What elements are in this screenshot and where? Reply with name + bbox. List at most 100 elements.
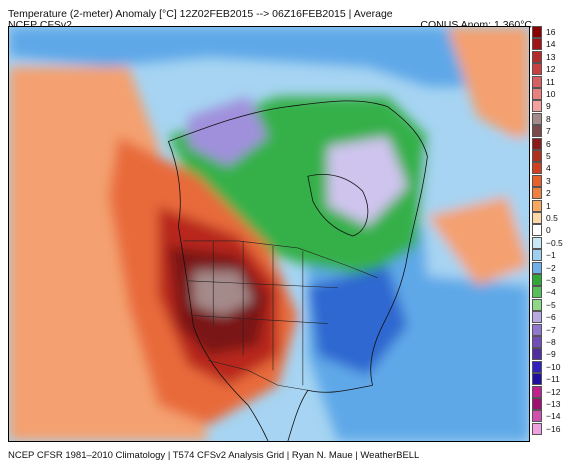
legend-swatch — [532, 199, 542, 212]
arctic-coastline — [168, 100, 428, 157]
legend-entry: −5 — [532, 298, 578, 312]
legend-swatch — [532, 410, 542, 423]
map-title: Temperature (2-meter) Anomaly [°C] 12Z02… — [8, 8, 393, 20]
cool-region-arctic — [9, 27, 529, 87]
very-cold-region-northwest-canada — [188, 96, 269, 167]
warm-region-atlantic — [427, 196, 529, 286]
legend-label: −3 — [546, 275, 556, 285]
east-coastline — [370, 156, 428, 386]
legend-entry: 13 — [532, 50, 578, 64]
legend-label: 8 — [546, 113, 551, 124]
legend-entry: −0.5 — [532, 236, 578, 250]
legend-entry: −14 — [532, 410, 578, 423]
legend-label: 14 — [546, 39, 556, 50]
legend-entry: 1 — [532, 199, 578, 213]
legend-label: 10 — [546, 89, 556, 99]
legend-swatch — [532, 311, 542, 324]
legend-swatch — [532, 286, 542, 299]
legend-entry: −9 — [532, 348, 578, 361]
legend-label: −2 — [546, 262, 556, 273]
legend-entry: 0 — [532, 224, 578, 237]
legend-label: −14 — [546, 411, 561, 422]
legend-label: −7 — [546, 324, 556, 335]
legend-label: −5 — [546, 299, 556, 310]
legend-label: 6 — [546, 138, 551, 149]
warm-region-greenland-sea — [447, 27, 529, 147]
legend-entry: −12 — [532, 385, 578, 399]
cool-region-ohio-valley — [307, 265, 408, 376]
legend-label: −1 — [546, 250, 556, 261]
legend-label: 4 — [546, 163, 551, 174]
us-mexico-border — [208, 360, 308, 391]
legend-label: 11 — [546, 76, 555, 87]
legend-swatch — [532, 298, 542, 311]
legend-label: 1 — [546, 200, 551, 211]
legend-label: −11 — [546, 374, 560, 385]
legend-entry: −11 — [532, 373, 578, 386]
legend-label: 0.5 — [546, 213, 558, 223]
legend-entry: 11 — [532, 75, 578, 89]
color-scale-legend: 16 14 13 12 11 10 9 8 7 6 5 4 3 2 1 0.5 0 −0.5 −1 −2 −3 −4 −5 −… — [532, 26, 578, 436]
legend-swatch — [532, 162, 542, 175]
legend-label: 3 — [546, 175, 551, 186]
legend-entry: 3 — [532, 174, 578, 188]
legend-swatch — [532, 212, 542, 224]
political-borders — [183, 240, 378, 391]
legend-entry: −4 — [532, 286, 578, 299]
legend-label: 0 — [546, 225, 551, 236]
legend-swatch — [532, 360, 542, 373]
legend-swatch — [532, 323, 542, 336]
legend-swatch — [532, 112, 542, 125]
legend-swatch — [532, 174, 542, 187]
legend-entry: 10 — [532, 88, 578, 101]
very-cold-region-hudson-bay — [327, 136, 408, 227]
legend-label: 7 — [546, 126, 551, 137]
legend-swatch — [532, 398, 542, 410]
legend-label: 13 — [546, 51, 556, 62]
legend-swatch — [532, 100, 542, 113]
legend-swatch — [532, 348, 542, 361]
legend-label: 9 — [546, 101, 551, 112]
legend-entry: 9 — [532, 100, 578, 113]
extreme-anomaly-spot — [193, 270, 254, 316]
legend-entry: 6 — [532, 137, 578, 151]
legend-label: 16 — [546, 27, 556, 37]
legend-entry: −3 — [532, 274, 578, 287]
legend-swatch — [532, 26, 542, 38]
legend-label: −10 — [546, 361, 561, 372]
legend-label: −4 — [546, 287, 556, 298]
legend-swatch — [532, 336, 542, 348]
legend-swatch — [532, 50, 542, 63]
legend-entry: 2 — [532, 187, 578, 200]
legend-label: −16 — [546, 423, 561, 434]
legend-entry: −13 — [532, 398, 578, 411]
legend-label: −13 — [546, 399, 561, 409]
west-coastline — [168, 141, 269, 441]
legend-swatch — [532, 373, 542, 386]
legend-swatch — [532, 63, 542, 76]
legend-swatch — [532, 249, 542, 262]
legend-swatch — [532, 385, 542, 398]
legend-entry: 12 — [532, 63, 578, 76]
hudson-bay-coastline — [307, 174, 369, 237]
legend-label: 12 — [546, 64, 556, 75]
legend-swatch — [532, 38, 542, 51]
anomaly-map-canvas — [9, 27, 529, 441]
anomaly-map — [8, 26, 530, 442]
legend-label: −12 — [546, 386, 561, 397]
legend-swatch — [532, 261, 542, 274]
legend-swatch — [532, 125, 542, 138]
legend-swatch — [532, 150, 542, 162]
legend-entry: −6 — [532, 311, 578, 324]
legend-swatch — [532, 88, 542, 100]
legend-label: −0.5 — [546, 237, 563, 248]
legend-entry: 16 — [532, 26, 578, 39]
legend-swatch — [532, 224, 542, 237]
legend-label: −9 — [546, 349, 556, 360]
legend-entry: −7 — [532, 323, 578, 337]
legend-label: −8 — [546, 337, 556, 347]
legend-entry: −1 — [532, 249, 578, 262]
coastlines — [168, 100, 428, 441]
legend-entry: −16 — [532, 422, 578, 436]
legend-label: 2 — [546, 188, 551, 199]
